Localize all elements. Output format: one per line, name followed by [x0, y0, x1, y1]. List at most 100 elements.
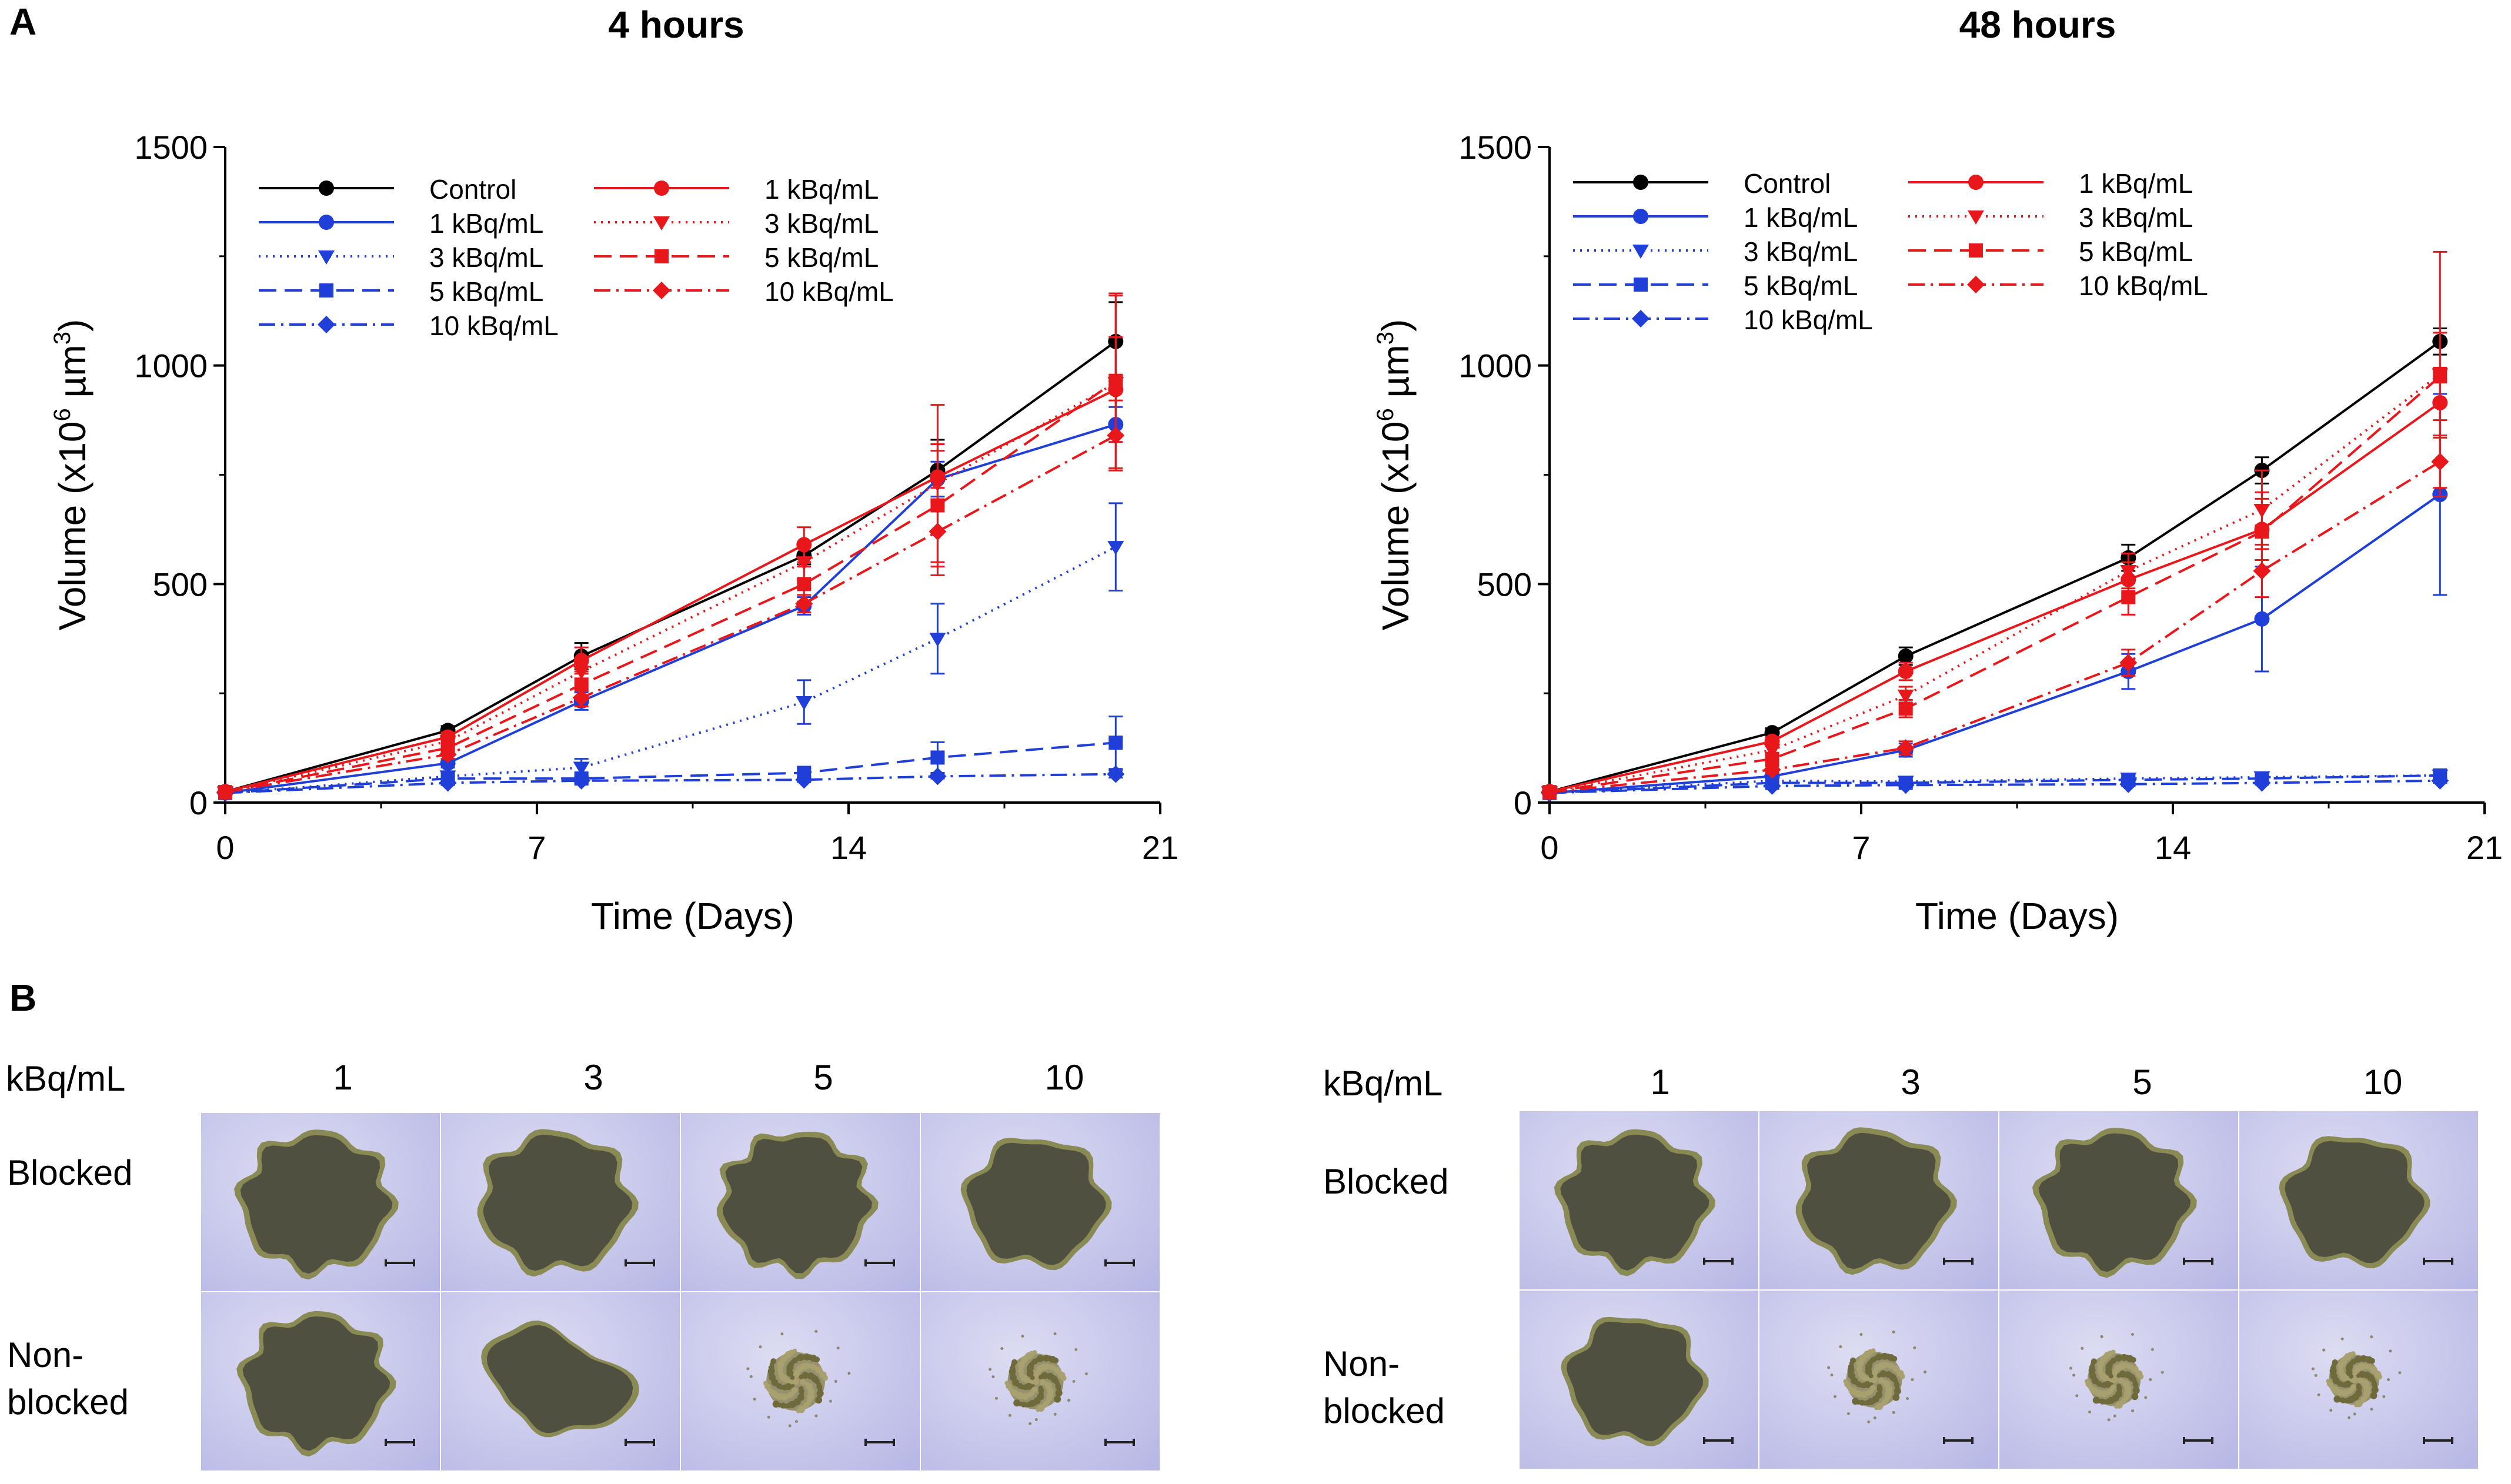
y-tick-label: 500 — [153, 566, 208, 603]
x-axis-label: Time (Days) — [1915, 895, 2119, 937]
spheroid-grain — [1012, 1378, 1017, 1383]
spheroid — [1566, 1321, 1703, 1442]
debris — [2370, 1408, 2373, 1411]
legend-marker — [1634, 278, 1648, 292]
spheroid-grain — [1883, 1371, 1888, 1376]
debris — [2382, 1395, 2386, 1398]
spheroid-grain — [786, 1363, 794, 1371]
spheroid-grain — [810, 1355, 817, 1362]
spheroid-grain — [1027, 1391, 1034, 1398]
column-header: 5 — [813, 1058, 833, 1097]
spheroid-grain — [1006, 1383, 1012, 1389]
spheroid-grain — [1046, 1392, 1054, 1400]
spheroid-grain — [2106, 1389, 2113, 1395]
data-point — [1107, 765, 1125, 783]
data-point — [2253, 774, 2271, 792]
column-header: 1 — [333, 1058, 353, 1097]
spheroid-grain — [1879, 1354, 1884, 1359]
spheroid-grain — [780, 1374, 787, 1382]
legend-marker — [654, 181, 669, 196]
spheroid-grain — [2350, 1384, 2356, 1391]
series-0 — [1542, 327, 2448, 800]
spheroid-grain — [817, 1394, 822, 1399]
x-tick-label: 14 — [2155, 829, 2191, 866]
legend-item: 10 kBq/mL — [1573, 305, 1873, 335]
debris — [2107, 1418, 2111, 1422]
spheroid-grain — [1056, 1393, 1061, 1399]
panel-b-left: kBq/mL 1 3 5 10 Blocked Non- blocked — [0, 1047, 1176, 1482]
spheroid-grain — [2326, 1381, 2333, 1387]
debris — [829, 1399, 832, 1403]
spheroid-grain — [776, 1383, 783, 1389]
data-point — [439, 746, 457, 764]
spheroid-grain — [1874, 1368, 1879, 1373]
spheroid-image — [716, 1132, 879, 1279]
spheroid-grain — [1859, 1392, 1864, 1397]
y-axis-label-part: ) — [51, 319, 94, 332]
spheroid-grain — [1887, 1354, 1895, 1362]
spheroid-grain — [1856, 1366, 1863, 1372]
spheroid-grain — [2353, 1402, 2359, 1408]
debris — [2348, 1416, 2351, 1419]
legend-label: 1 kBq/mL — [1744, 202, 1858, 233]
spheroid-photo — [1520, 1291, 1758, 1469]
spheroid-grain — [2345, 1363, 2353, 1371]
debris — [1053, 1412, 1057, 1416]
scale-bar — [1943, 1437, 1974, 1444]
column-header: 3 — [1901, 1062, 1921, 1102]
x-tick-label: 7 — [1852, 829, 1870, 866]
spheroid-grain — [2355, 1392, 2360, 1398]
spheroid-grain — [1878, 1377, 1884, 1383]
spheroid-grain — [2128, 1373, 2136, 1381]
spheroid-grain — [2103, 1352, 2111, 1359]
column-header: 5 — [2132, 1062, 2152, 1102]
spheroid-grain — [1859, 1358, 1864, 1363]
spheroid-grain — [2108, 1396, 2115, 1404]
legend-marker — [1632, 245, 1649, 259]
spheroid-image — [2069, 1333, 2164, 1422]
legend-marker — [1633, 175, 1648, 190]
debris — [767, 1415, 770, 1419]
debris — [794, 1420, 798, 1423]
spheroid-grain — [799, 1374, 804, 1379]
spheroid — [486, 1325, 633, 1433]
spheroid-grain — [2088, 1366, 2096, 1374]
x-tick-label: 7 — [527, 829, 546, 866]
spheroid-grain — [770, 1390, 778, 1398]
legend-label: 3 kBq/mL — [429, 242, 543, 273]
spheroid-image — [1795, 1127, 1957, 1275]
spheroid-grain — [1029, 1399, 1036, 1407]
spheroid-grain — [2085, 1381, 2092, 1388]
debris — [2398, 1371, 2402, 1375]
legend-item: 1 kBq/mL — [594, 174, 879, 205]
spheroid-grain — [2104, 1381, 2112, 1388]
spheroid-grain — [1851, 1376, 1856, 1381]
legend-marker — [318, 250, 335, 265]
spheroid-grain — [1868, 1373, 1874, 1379]
data-point — [796, 696, 813, 711]
legend-marker — [1967, 276, 1985, 293]
spheroid — [1802, 1132, 1951, 1269]
spheroid-grain — [2366, 1364, 2372, 1371]
data-point — [1764, 744, 1781, 758]
spheroid-grain — [2105, 1368, 2113, 1376]
series-line — [1549, 340, 2441, 793]
debris — [2151, 1348, 2154, 1351]
legend-item: 3 kBq/mL — [594, 208, 879, 239]
chart-title: 48 hours — [1959, 4, 2116, 46]
legend-item: Control — [259, 174, 516, 205]
spheroid-grain — [1859, 1399, 1865, 1406]
spheroid-grain — [1874, 1405, 1879, 1411]
y-axis-label: Volume (x106 µm3) — [1373, 319, 1417, 631]
scale-bar — [385, 1259, 415, 1266]
series-line — [225, 340, 1117, 793]
y-axis-label-part: µm — [1374, 345, 1417, 408]
debris — [2311, 1367, 2315, 1371]
data-point — [929, 633, 946, 647]
spheroid-grain — [784, 1351, 792, 1358]
y-tick-label: 500 — [1477, 566, 1532, 603]
debris — [1873, 1416, 1876, 1419]
unit-label: kBq/mL — [1323, 1064, 1443, 1103]
legend-label: Control — [1744, 168, 1831, 199]
spheroid-grain — [2099, 1391, 2105, 1396]
